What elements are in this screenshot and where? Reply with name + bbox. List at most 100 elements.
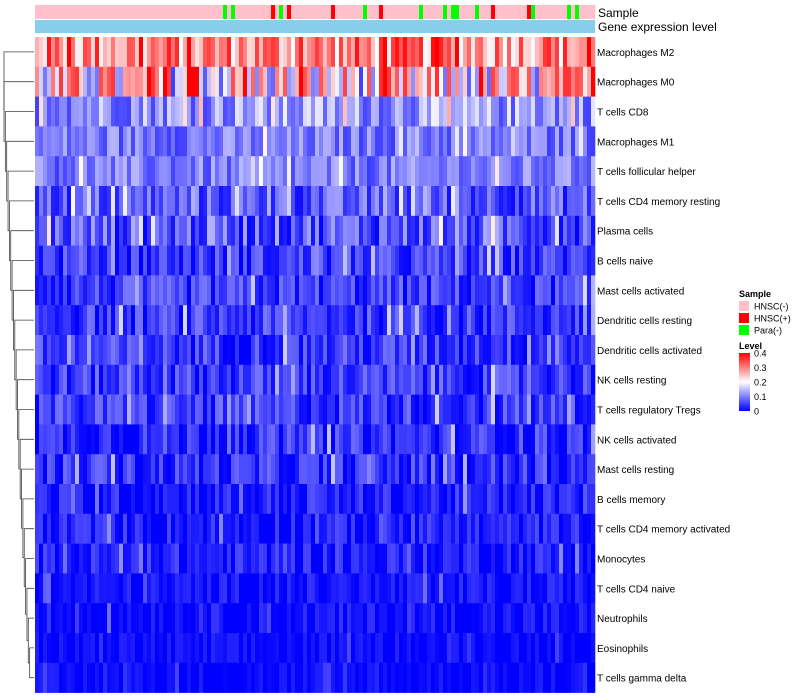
heatmap-cell bbox=[39, 513, 44, 544]
heatmap-cell bbox=[255, 454, 260, 485]
heatmap-cell bbox=[119, 513, 124, 544]
heatmap-cell bbox=[311, 215, 316, 246]
heatmap-cell bbox=[379, 424, 384, 455]
heatmap-cell bbox=[291, 305, 296, 336]
heatmap-cell bbox=[283, 126, 288, 157]
heatmap-cell bbox=[143, 275, 148, 306]
heatmap-cell bbox=[519, 335, 524, 366]
heatmap-cell bbox=[447, 96, 452, 127]
heatmap-cell bbox=[499, 305, 504, 336]
sample-track-cell bbox=[467, 5, 472, 19]
heatmap-cell bbox=[195, 245, 200, 276]
heatmap-cell bbox=[83, 275, 88, 306]
heatmap-cell bbox=[527, 245, 532, 276]
heatmap-cell bbox=[151, 66, 156, 97]
heatmap-cell bbox=[119, 96, 124, 127]
heatmap-cell bbox=[183, 126, 188, 157]
heatmap-cell bbox=[263, 543, 268, 574]
heatmap-cell bbox=[555, 603, 560, 634]
heatmap-cell bbox=[55, 37, 60, 68]
heatmap-cell bbox=[211, 215, 216, 246]
heatmap-cell bbox=[427, 484, 432, 515]
heatmap-cell bbox=[403, 126, 408, 157]
heatmap-cell bbox=[559, 633, 564, 664]
heatmap-cell bbox=[307, 126, 312, 157]
heatmap-cell bbox=[315, 305, 320, 336]
heatmap-cell bbox=[375, 126, 380, 157]
heatmap-cell bbox=[123, 66, 128, 97]
heatmap-cell bbox=[59, 633, 64, 664]
heatmap-cell bbox=[331, 603, 336, 634]
row-label: T cells follicular helper bbox=[597, 167, 696, 178]
heatmap-cell bbox=[399, 245, 404, 276]
heatmap-cell bbox=[355, 96, 360, 127]
heatmap-cell bbox=[351, 573, 356, 604]
heatmap-cell bbox=[587, 186, 592, 217]
heatmap-cell bbox=[35, 513, 40, 544]
heatmap-cell bbox=[63, 394, 68, 425]
sample-track-cell bbox=[363, 5, 368, 19]
heatmap-cell bbox=[395, 513, 400, 544]
heatmap-cell bbox=[59, 424, 64, 455]
heatmap-cell bbox=[291, 662, 296, 693]
heatmap-cell bbox=[295, 215, 300, 246]
heatmap-cell bbox=[535, 484, 540, 515]
heatmap-cell bbox=[371, 37, 376, 68]
heatmap-cell bbox=[327, 186, 332, 217]
heatmap-cell bbox=[387, 275, 392, 306]
dendrogram-link bbox=[29, 647, 34, 679]
heatmap-cell bbox=[227, 186, 232, 217]
heatmap-cell bbox=[183, 245, 188, 276]
heatmap-cell bbox=[447, 215, 452, 246]
heatmap-cell bbox=[447, 156, 452, 187]
heatmap-cell bbox=[587, 275, 592, 306]
heatmap-cell bbox=[263, 364, 268, 395]
heatmap-cell bbox=[115, 66, 120, 97]
heatmap-cell bbox=[323, 633, 328, 664]
heatmap-cell bbox=[35, 364, 40, 395]
heatmap-cell bbox=[423, 275, 428, 306]
heatmap-cell bbox=[519, 573, 524, 604]
heatmap-cell bbox=[51, 156, 56, 187]
heatmap-cell bbox=[255, 275, 260, 306]
heatmap-cell bbox=[367, 364, 372, 395]
heatmap-cell bbox=[383, 394, 388, 425]
heatmap-cell bbox=[463, 454, 468, 485]
heatmap-cell bbox=[247, 186, 252, 217]
heatmap-cell bbox=[263, 275, 268, 306]
heatmap-cell bbox=[39, 394, 44, 425]
heatmap-cell bbox=[295, 484, 300, 515]
heatmap-cell bbox=[47, 662, 52, 693]
heatmap-cell bbox=[411, 543, 416, 574]
heatmap-cell bbox=[327, 126, 332, 157]
sample-track-cell bbox=[335, 5, 340, 19]
heatmap-cell bbox=[231, 513, 236, 544]
heatmap-cell bbox=[295, 186, 300, 217]
heatmap-cell bbox=[187, 573, 192, 604]
heatmap-cell bbox=[327, 484, 332, 515]
heatmap-cell bbox=[79, 364, 84, 395]
sample-track-cell bbox=[435, 5, 440, 19]
heatmap-cell bbox=[51, 454, 56, 485]
heatmap-cell bbox=[547, 662, 552, 693]
sample-track-cell bbox=[551, 5, 556, 19]
heatmap-cell bbox=[111, 215, 116, 246]
heatmap-cell bbox=[267, 186, 272, 217]
heatmap-cell bbox=[323, 305, 328, 336]
heatmap-cell bbox=[439, 186, 444, 217]
heatmap-cell bbox=[107, 633, 112, 664]
heatmap-cell bbox=[383, 364, 388, 395]
heatmap-cell bbox=[107, 275, 112, 306]
heatmap-cell bbox=[135, 96, 140, 127]
heatmap-cell bbox=[111, 335, 116, 366]
heatmap-cell bbox=[75, 573, 80, 604]
heatmap-cell bbox=[35, 126, 40, 157]
heatmap-cell bbox=[147, 484, 152, 515]
heatmap-cell bbox=[275, 215, 280, 246]
heatmap-cell bbox=[411, 364, 416, 395]
heatmap-cell bbox=[359, 424, 364, 455]
heatmap-cell bbox=[87, 603, 92, 634]
heatmap-cell bbox=[435, 156, 440, 187]
heatmap-cell bbox=[435, 275, 440, 306]
heatmap-cell bbox=[451, 96, 456, 127]
